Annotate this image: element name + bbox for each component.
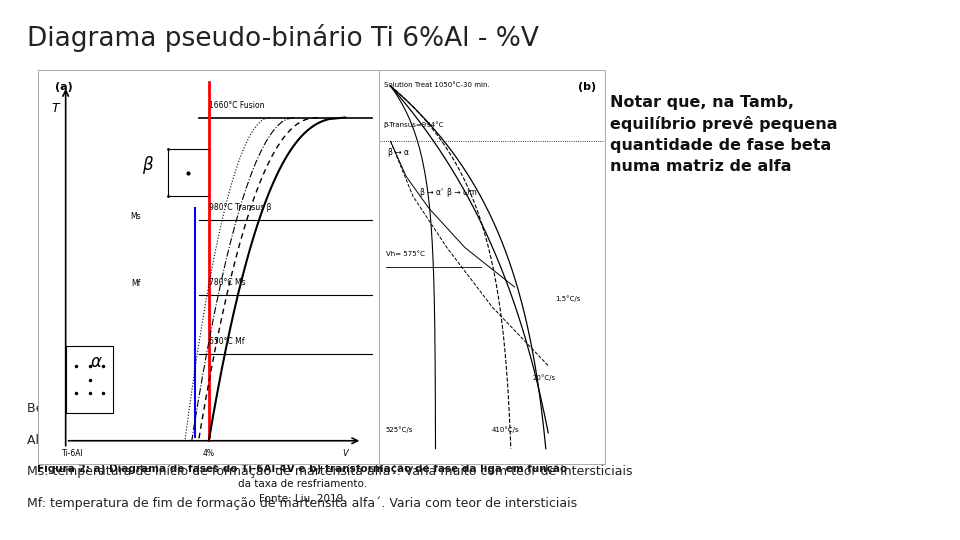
Text: Fonte: Liu, 2019.: Fonte: Liu, 2019. bbox=[258, 494, 347, 504]
Text: (a): (a) bbox=[56, 82, 73, 92]
Text: Figura 2: a) Diagrama de fases do Ti-6Al-4V e b) transformação de fase da liga e: Figura 2: a) Diagrama de fases do Ti-6Al… bbox=[37, 464, 567, 475]
Text: Ms: temperatura de início de formação de martensita alfa´. Varia muito com teor : Ms: temperatura de início de formação de… bbox=[27, 465, 633, 478]
Text: Mf: Mf bbox=[132, 279, 140, 288]
Text: β: β bbox=[142, 156, 153, 174]
Text: 1660°C Fusion: 1660°C Fusion bbox=[209, 100, 264, 110]
Text: Vh= 575°C: Vh= 575°C bbox=[386, 251, 425, 256]
Text: 980°C Transus β: 980°C Transus β bbox=[209, 203, 272, 212]
Text: β → ωm: β → ωm bbox=[446, 188, 476, 197]
Text: 4%: 4% bbox=[203, 449, 215, 458]
Text: T: T bbox=[52, 102, 60, 114]
Text: β → α: β → α bbox=[388, 148, 409, 158]
Text: Beta-transus:  temperatura acima da qual material é 100% beta: Beta-transus: temperatura acima da qual … bbox=[27, 402, 431, 415]
Text: Alfa-transus: temperatura abaixo da qual material é 100% alfa: Alfa-transus: temperatura abaixo da qual… bbox=[27, 434, 421, 447]
Text: 525°C/s: 525°C/s bbox=[386, 426, 414, 433]
Bar bbox=[65, 346, 113, 413]
Text: (b): (b) bbox=[578, 82, 596, 92]
Text: da taxa de resfriamento.: da taxa de resfriamento. bbox=[238, 479, 367, 489]
Text: 650°C Mf: 650°C Mf bbox=[209, 337, 244, 346]
Text: 410°C/s: 410°C/s bbox=[492, 426, 519, 433]
Text: Notar que, na Tamb,
equilíbrio prevê pequena
quantidade de fase beta
numa matriz: Notar que, na Tamb, equilíbrio prevê peq… bbox=[610, 94, 837, 174]
Text: 20°C/s: 20°C/s bbox=[533, 374, 556, 381]
Bar bbox=[168, 149, 209, 197]
Text: β-Transus=994°C: β-Transus=994°C bbox=[384, 122, 444, 128]
Text: Ms: Ms bbox=[130, 212, 140, 220]
Text: Ti-6Al: Ti-6Al bbox=[61, 449, 84, 458]
Text: 780°C Ms: 780°C Ms bbox=[209, 278, 246, 287]
Text: α: α bbox=[91, 353, 102, 371]
Text: Diagrama pseudo-binário Ti 6%Al - %V: Diagrama pseudo-binário Ti 6%Al - %V bbox=[27, 24, 539, 52]
Text: V: V bbox=[343, 449, 348, 458]
Text: β → α': β → α' bbox=[420, 188, 443, 197]
Text: Mf: temperatura de fim de formação de martensita alfa´. Varia com teor de inters: Mf: temperatura de fim de formação de ma… bbox=[27, 496, 577, 510]
Text: Solution Treat 1050°C-30 min.: Solution Treat 1050°C-30 min. bbox=[384, 82, 490, 88]
Text: 1.5°C/s: 1.5°C/s bbox=[555, 295, 581, 302]
